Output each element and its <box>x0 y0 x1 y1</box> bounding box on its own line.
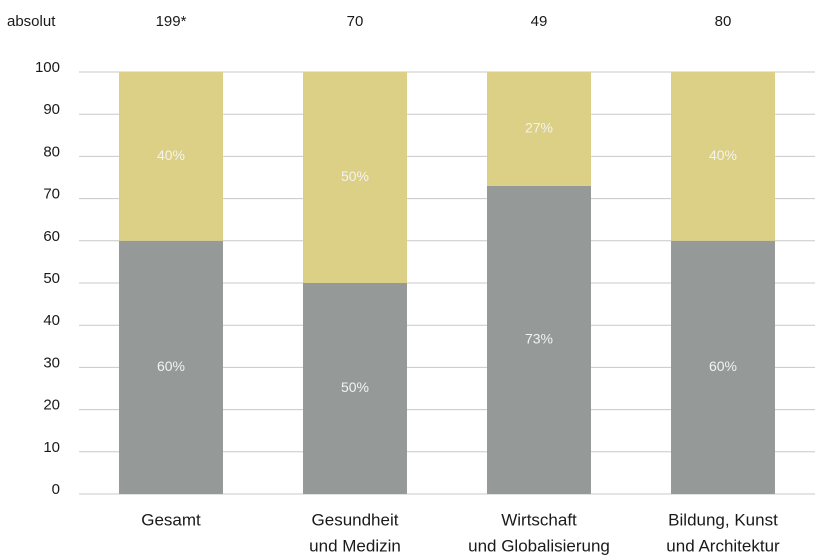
y-tick-label: 10 <box>43 439 60 456</box>
x-tick-label: Wirtschaft <box>501 510 577 529</box>
value-label: 50% <box>341 168 369 184</box>
value-label: 73% <box>525 331 553 347</box>
y-tick-label: 40 <box>43 312 60 329</box>
absolut-value: 70 <box>347 13 364 30</box>
value-label: 40% <box>709 147 737 163</box>
absolut-value: 49 <box>531 13 548 30</box>
bar-segment <box>119 240 223 494</box>
x-tick-label: Gesamt <box>141 510 201 529</box>
y-tick-label: 50 <box>43 270 60 287</box>
x-tick-label: und Globalisierung <box>468 536 610 555</box>
absolut-value: 199* <box>156 13 187 30</box>
value-label: 60% <box>157 358 185 374</box>
y-tick-label: 20 <box>43 397 60 414</box>
value-label: 40% <box>157 147 185 163</box>
y-tick-label: 80 <box>43 143 60 160</box>
value-label: 27% <box>525 120 553 136</box>
bar-segment <box>671 72 775 241</box>
x-tick-label: Gesundheit <box>312 510 399 529</box>
bar-segment <box>487 185 591 494</box>
bar-segment <box>487 72 591 186</box>
bar-segment <box>671 240 775 494</box>
bar-segment <box>303 283 407 494</box>
y-tick-label: 30 <box>43 354 60 371</box>
value-label: 60% <box>709 358 737 374</box>
x-tick-label: und Medizin <box>309 536 401 555</box>
x-tick-label: und Architektur <box>666 536 780 555</box>
y-tick-label: 100 <box>35 59 60 76</box>
absolut-value: 80 <box>715 13 732 30</box>
y-tick-label: 60 <box>43 228 60 245</box>
x-tick-label: Bildung, Kunst <box>668 510 778 529</box>
y-tick-label: 0 <box>52 481 60 498</box>
bar-segment <box>119 72 223 241</box>
y-tick-label: 90 <box>43 101 60 118</box>
absolut-label: absolut <box>7 13 56 30</box>
value-label: 50% <box>341 379 369 395</box>
bar-segment <box>303 72 407 283</box>
y-tick-label: 70 <box>43 186 60 203</box>
